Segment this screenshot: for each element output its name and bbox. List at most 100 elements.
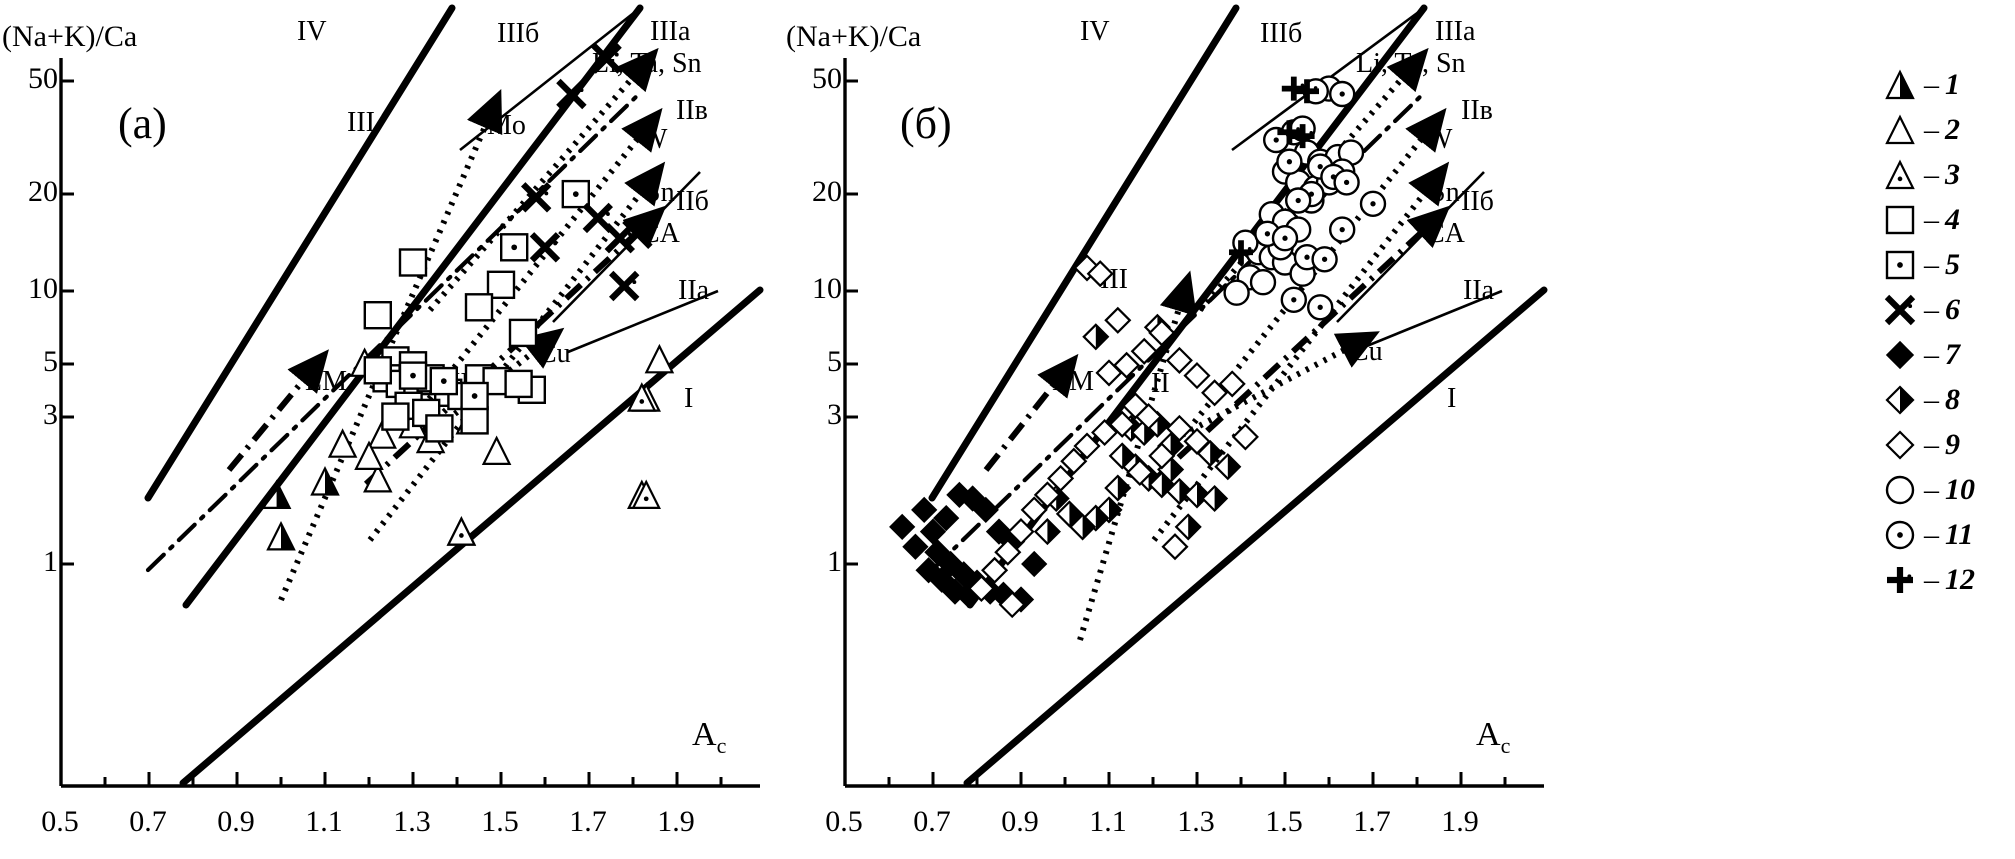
- data-point-triangle-open: [627, 479, 657, 509]
- data-point-square-open: [464, 364, 494, 393]
- data-point-circle-dotted: [1280, 286, 1307, 313]
- legend-item-4[interactable]: –4: [1878, 197, 2015, 242]
- data-point-diamond-filled: [972, 496, 999, 524]
- legend-item-7[interactable]: –7: [1878, 332, 2015, 377]
- data-point-square-open: [508, 318, 538, 348]
- panel-a-trend-Sn: Sn: [645, 177, 675, 208]
- legend-number: 12: [1945, 562, 1975, 596]
- legend-item-6[interactable]: –6: [1878, 287, 2015, 332]
- panel-a-y-axis-title: (Na+K)/Ca: [2, 20, 138, 53]
- legend-dash: –: [1924, 337, 1939, 371]
- data-point-diamond-filled: [999, 528, 1026, 555]
- data-point-diamond-filled: [950, 561, 977, 588]
- legend-dash: –: [1924, 247, 1939, 281]
- panel-a-xtick-1p5: 1.5: [481, 805, 519, 838]
- data-point-diamond-half-filled: [1174, 513, 1202, 541]
- data-point-square-open: [486, 270, 516, 299]
- data-point-circle-open: [1245, 238, 1272, 266]
- panel-b-zone-IIb: IIб: [1461, 186, 1494, 217]
- data-point-circle-dotted: [1285, 187, 1312, 214]
- data-point-circle-dotted: [1298, 180, 1325, 208]
- data-point-square-dotted: [500, 233, 529, 262]
- panel-b-xtick-1p7: 1.7: [1353, 805, 1391, 838]
- data-point-circle-open: [1324, 143, 1351, 171]
- data-point-diamond-open: [1183, 427, 1211, 455]
- diamond-filled-icon: [1878, 335, 1922, 375]
- data-point-square-open: [363, 356, 392, 385]
- legend: –1–2 –3–4 –5 –6–7 –8–9–10 –11 –12: [1878, 62, 2015, 602]
- panel-a-x-axis-title: Ac: [692, 716, 726, 759]
- data-point-circle-dotted: [1359, 190, 1387, 218]
- data-point-diamond-filled: [937, 550, 964, 578]
- panel-b-trend-Sn: Sn: [1430, 177, 1460, 208]
- data-point-diamond-half-filled: [1214, 453, 1242, 481]
- data-point-diamond-open: [1047, 464, 1075, 492]
- data-point-diamond-open: [981, 556, 1009, 584]
- panel-a-zone-IIv: IIв: [676, 95, 708, 126]
- data-point-square-open: [398, 248, 428, 277]
- data-point-diamond-open: [1201, 379, 1229, 407]
- panel-b-data-points: [889, 75, 1387, 619]
- data-point-circle-open: [1289, 260, 1316, 287]
- circle-dotted-icon: [1878, 515, 1922, 555]
- data-point-diamond-half-filled: [1117, 414, 1145, 442]
- triangle-half-filled-icon: [1878, 65, 1922, 105]
- data-point-square-open: [363, 301, 392, 330]
- legend-item-10[interactable]: –10: [1878, 467, 2015, 512]
- panel-a-trend-Mo: Mo: [487, 110, 526, 141]
- data-point-diamond-filled: [889, 513, 916, 541]
- diamond-open-icon: [1878, 425, 1922, 465]
- data-point-circle-open: [1285, 169, 1312, 196]
- data-point-diamond-filled: [902, 533, 929, 560]
- data-point-diamond-open: [1148, 319, 1176, 347]
- data-point-diamond-half-filled: [1165, 477, 1193, 505]
- panel-a-xtick-0p5: 0.5: [41, 805, 79, 838]
- legend-item-9[interactable]: –9: [1878, 422, 2015, 467]
- data-point-square-open: [403, 366, 432, 396]
- legend-item-5[interactable]: –5: [1878, 242, 2015, 287]
- data-point-circle-open: [1271, 249, 1299, 276]
- legend-item-3[interactable]: –3: [1878, 152, 2015, 197]
- legend-item-11[interactable]: –11: [1878, 512, 2015, 557]
- data-point-circle-open: [1315, 75, 1343, 102]
- legend-item-1[interactable]: –1: [1878, 62, 2015, 107]
- data-point-circle-open: [1298, 187, 1325, 214]
- panel-a-trend-W: W: [641, 124, 668, 155]
- data-point-triangle-open: [481, 435, 512, 465]
- panel-b-ytick-5: 5: [827, 345, 842, 378]
- data-point-diamond-half-filled: [1130, 418, 1158, 447]
- panel-b-xtick-1p1: 1.1: [1089, 805, 1127, 838]
- panel-b-zone-II: II: [1151, 368, 1170, 399]
- panel-b-trend-LiTaSn: Li, Ta, Sn: [1356, 48, 1466, 79]
- square-dotted-icon: [1878, 245, 1922, 285]
- legend-item-12[interactable]: –12: [1878, 557, 2015, 602]
- data-point-square-open: [398, 351, 428, 380]
- panel-a-data-points: [261, 43, 675, 551]
- legend-dash: –: [1924, 292, 1939, 326]
- panel-a-ytick-5: 5: [43, 345, 58, 378]
- panel-b-ytick-50: 50: [812, 62, 842, 95]
- data-point-diamond-filled: [911, 496, 938, 524]
- data-point-circle-open: [1329, 158, 1356, 185]
- data-point-circle-dotted: [1307, 294, 1334, 321]
- data-point-diamond-open: [1165, 414, 1193, 442]
- data-point-triangle-dotted: [631, 479, 661, 509]
- data-point-circle-open: [1271, 208, 1299, 235]
- data-point-diamond-open: [1183, 362, 1211, 390]
- panel-b-label: (б): [900, 99, 952, 148]
- data-point-cross-x: [556, 78, 587, 110]
- legend-item-8[interactable]: –8: [1878, 377, 2015, 422]
- panel-a-label: (a): [118, 99, 167, 148]
- data-point-diamond-open: [998, 591, 1026, 619]
- data-point-circle-open: [1232, 229, 1259, 256]
- legend-item-2[interactable]: –2: [1878, 107, 2015, 152]
- panel-b-ytick-3: 3: [827, 398, 842, 431]
- data-point-circle-open: [1337, 139, 1365, 166]
- legend-dash: –: [1924, 157, 1939, 191]
- data-point-triangle-open: [398, 408, 428, 439]
- data-point-plus: [1295, 79, 1319, 104]
- data-point-diamond-half-filled: [1069, 513, 1097, 541]
- data-point-diamond-open: [1020, 496, 1048, 524]
- data-point-diamond-half-filled: [1121, 453, 1149, 481]
- panel-b-x-axis-title-sub: c: [1500, 732, 1511, 758]
